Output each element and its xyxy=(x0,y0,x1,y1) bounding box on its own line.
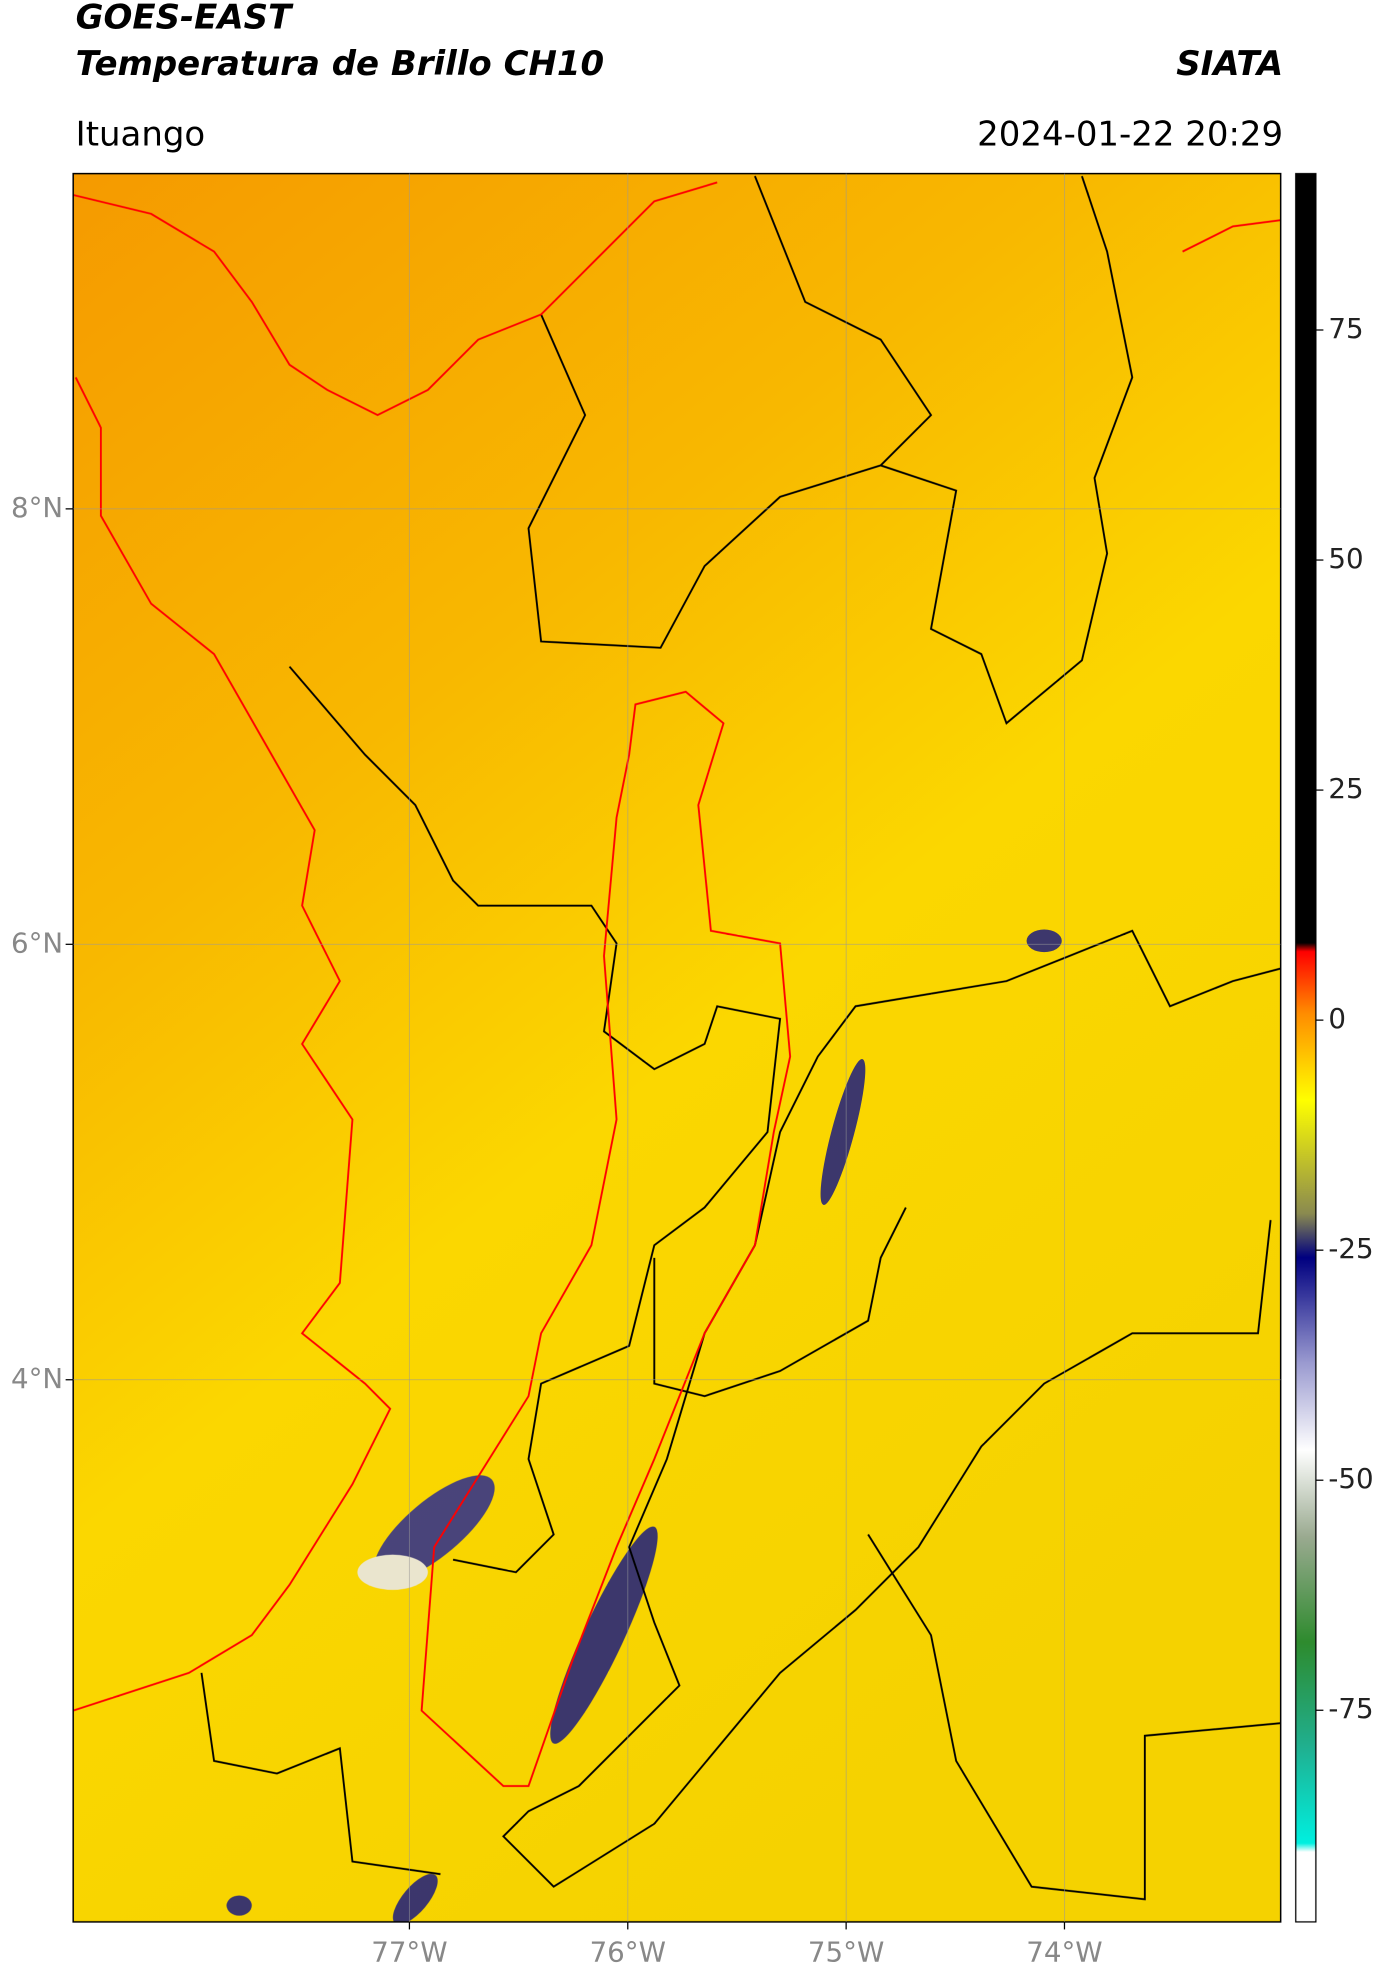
y-tick-label: 4°N xyxy=(11,1362,63,1395)
colorbar-tick-label: 25 xyxy=(1328,772,1363,805)
colorbar-tick-label: -25 xyxy=(1328,1232,1373,1265)
colorbar-tick-label: 50 xyxy=(1328,542,1363,575)
clouds xyxy=(226,929,1062,1922)
map-frame xyxy=(72,172,1282,1923)
source: SIATA xyxy=(1176,44,1283,84)
colorbar-tick-label: -75 xyxy=(1328,1692,1373,1725)
borders xyxy=(200,175,1281,1901)
colorbar xyxy=(1295,172,1317,1923)
x-tick-label: 76°W xyxy=(590,1935,666,1968)
datetime: 2024-01-22 20:29 xyxy=(977,114,1283,154)
x-tick-label: 74°W xyxy=(1026,1935,1102,1968)
x-tick-label: 75°W xyxy=(808,1935,884,1968)
y-tick-label: 6°N xyxy=(11,926,63,959)
map-background xyxy=(73,173,1281,1922)
x-tick-label: 77°W xyxy=(371,1935,447,1968)
colorbar-tick-label: -50 xyxy=(1328,1462,1373,1495)
colorbar-tick-label: 0 xyxy=(1328,1002,1346,1035)
title: Temperatura de Brillo CH10 xyxy=(76,44,604,84)
map-layer xyxy=(73,173,1281,1922)
boundaries xyxy=(73,181,1281,1787)
location: Ituango xyxy=(76,114,206,154)
title: GOES-EAST xyxy=(76,0,294,37)
colorbar-tick-label: 75 xyxy=(1328,312,1363,345)
y-tick-label: 8°N xyxy=(11,491,63,524)
